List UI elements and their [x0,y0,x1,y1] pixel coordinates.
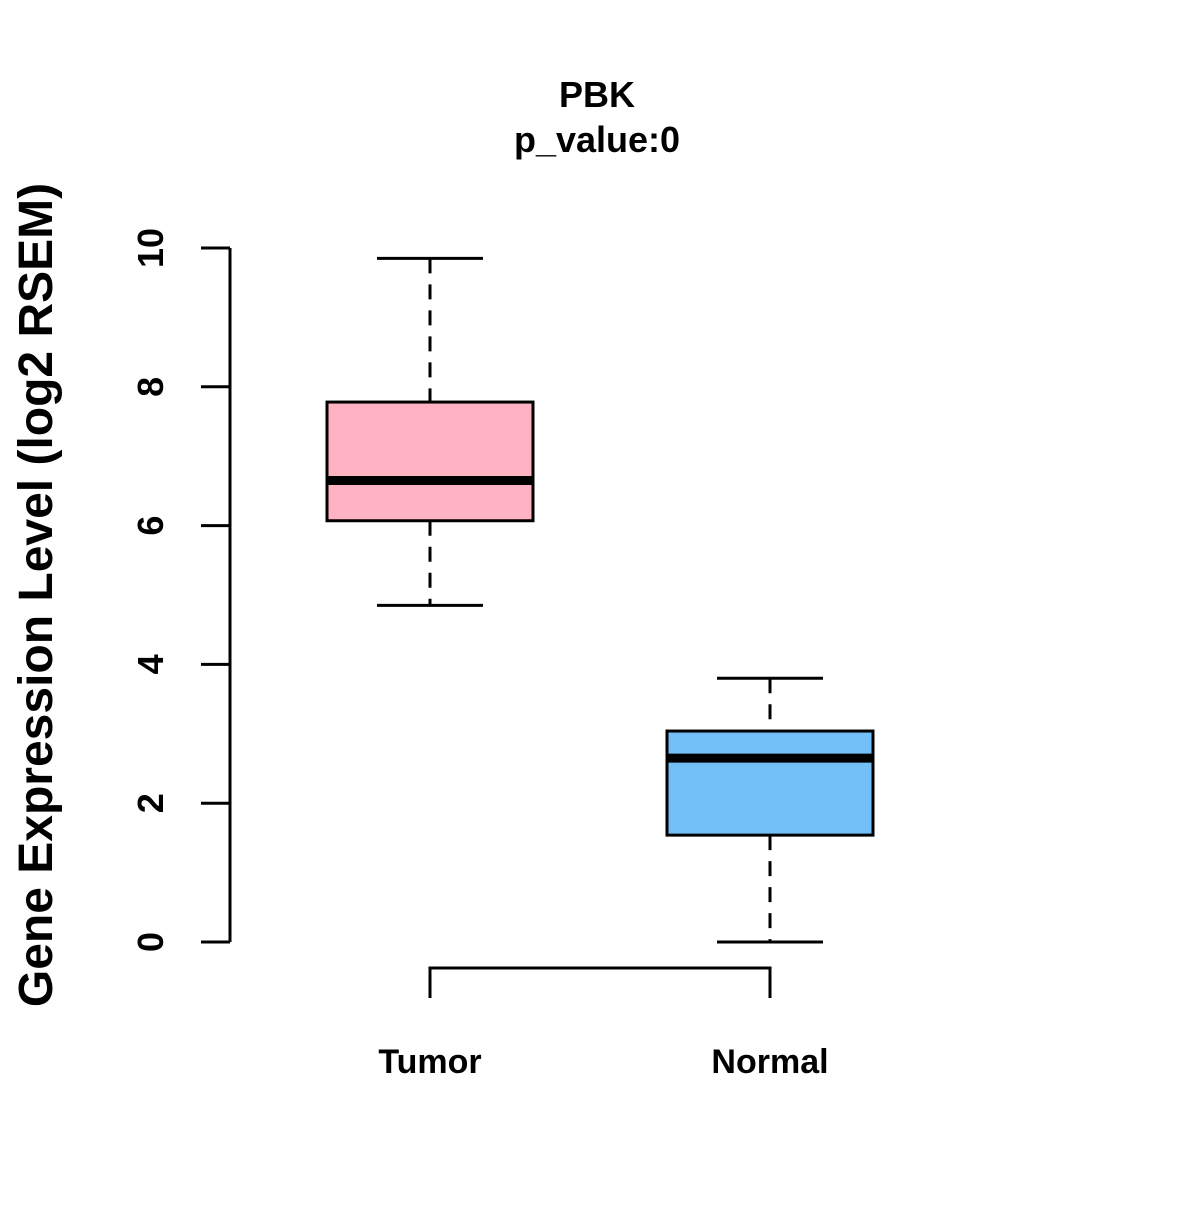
x-axis: Tumor Normal [378,966,829,1081]
y-axis: 0 2 4 6 8 10 [130,228,232,952]
box-group-normal [665,676,875,944]
category-label-normal: Normal [711,1043,828,1081]
iqr-box [325,400,535,523]
y-tick-label: 8 [130,377,171,397]
y-tick-label: 2 [130,793,171,813]
y-tick-label: 4 [130,654,171,674]
category-label-tumor: Tumor [378,1043,481,1081]
chart-subtitle: p_value:0 [514,119,680,160]
iqr-box [665,729,875,837]
y-axis-label: Gene Expression Level (log2 RSEM) [10,183,63,1007]
box-group-tumor [325,256,535,607]
x-axis-line [428,966,772,998]
y-tick-label: 6 [130,516,171,536]
chart-title: PBK [559,74,635,115]
y-tick-label: 10 [130,228,171,268]
y-tick-label: 0 [130,932,171,952]
boxplot-layer [325,256,875,944]
